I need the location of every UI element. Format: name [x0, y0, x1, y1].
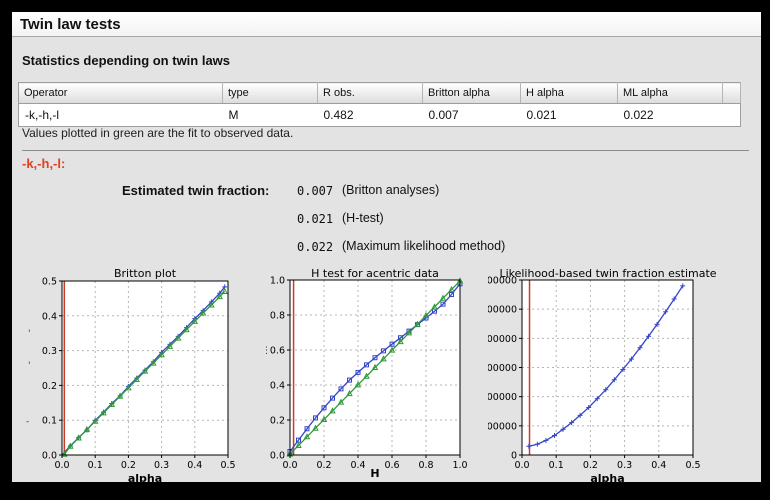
likelihood-figure: Likelihood-based twin fraction estimate …	[487, 267, 717, 482]
table-row[interactable]: -k,-h,-l M 0.482 0.007 0.021 0.022	[18, 103, 741, 127]
h-test-figure: H test for acentric data ⋮ 0.0 0.2 0.4 0.6 0…	[258, 267, 472, 482]
svg-text:0.2: 0.2	[42, 381, 57, 392]
twin-law-tests-window: Twin law tests Statistics depending on t…	[12, 12, 761, 482]
svg-text:1.0: 1.0	[452, 460, 467, 471]
svg-text:0.8: 0.8	[270, 311, 285, 322]
britton-estimate-method: (Britton analyses)	[342, 183, 440, 197]
ml-estimate-value: 0.022	[297, 240, 334, 254]
clipped-ylabel-fragment: -	[26, 417, 30, 427]
svg-text:0.4: 0.4	[42, 311, 57, 322]
twin-law-stats-table: Operator type R obs. Britton alpha H alpha ML…	[18, 82, 741, 127]
column-header-H alpha[interactable]: H alpha	[520, 82, 618, 104]
svg-text:00000: 00000	[488, 392, 517, 403]
likelihood-canvas: 0.0 0.1 0.2 0.3 0.4 0.50000000000000000000000…	[487, 276, 701, 472]
table-cell: 0.007	[422, 103, 521, 127]
column-header-R obs.[interactable]: R obs.	[317, 82, 423, 104]
section-divider	[22, 150, 749, 151]
table-cell: -k,-h,-l	[18, 103, 223, 127]
svg-text:0.4: 0.4	[350, 460, 365, 471]
clipped-ylabel-fragment: ⋮	[262, 346, 271, 356]
h-test-canvas: 0.0 0.2 0.4 0.6 0.8 1.0 0.0 0.2 0.4 0.6 0.8 1.0	[270, 276, 468, 472]
htest-estimate-value: 0.021	[297, 212, 334, 226]
svg-text:0.2: 0.2	[270, 416, 285, 427]
column-header-spacer[interactable]	[722, 82, 741, 104]
svg-text:0.3: 0.3	[617, 460, 632, 471]
svg-text:00000: 00000	[488, 276, 517, 287]
svg-text:0.5: 0.5	[42, 277, 57, 288]
svg-text:0.8: 0.8	[418, 460, 433, 471]
svg-text:0.0: 0.0	[270, 451, 285, 462]
clipped-ylabel-fragment: '	[28, 361, 31, 371]
svg-text:0.4: 0.4	[270, 381, 285, 392]
htest-estimate-method: (H-test)	[342, 211, 384, 225]
britton-plot-xlabel: alpha	[127, 472, 163, 482]
svg-text:0.2: 0.2	[316, 460, 331, 471]
column-header-Operator[interactable]: Operator	[18, 82, 223, 104]
table-cell: M	[222, 103, 318, 127]
svg-text:0.0: 0.0	[282, 460, 297, 471]
svg-text:0.1: 0.1	[88, 460, 103, 471]
svg-text:0.3: 0.3	[154, 460, 169, 471]
svg-text:00000: 00000	[488, 363, 517, 374]
svg-text:00000: 00000	[488, 334, 517, 345]
svg-text:0.1: 0.1	[42, 416, 57, 427]
column-header-type[interactable]: type	[222, 82, 318, 104]
column-header-ML alpha[interactable]: ML alpha	[617, 82, 723, 104]
twin-law-heading: -k,-h,-l:	[22, 156, 66, 171]
svg-text:0.5: 0.5	[685, 460, 700, 471]
column-header-Britton alpha[interactable]: Britton alpha	[422, 82, 521, 104]
likelihood-title: Likelihood-based twin fraction estimate	[499, 267, 717, 280]
table-cell: 0.482	[317, 103, 423, 127]
svg-text:0.6: 0.6	[270, 346, 285, 357]
h-test-xlabel: H	[370, 467, 380, 480]
svg-text:0.2: 0.2	[583, 460, 598, 471]
svg-text:0.6: 0.6	[384, 460, 399, 471]
svg-text:0.5: 0.5	[220, 460, 235, 471]
green-fit-note: Values plotted in green are the fit to o…	[22, 126, 294, 140]
svg-text:0.0: 0.0	[514, 460, 529, 471]
svg-text:0.3: 0.3	[42, 346, 57, 357]
svg-text:00000: 00000	[488, 305, 517, 316]
britton-plot-title: Britton plot	[113, 267, 177, 280]
svg-text:0.0: 0.0	[42, 451, 57, 462]
britton-plot-canvas: 0.0 0.1 0.2 0.3 0.4 0.5 0.0 0.1 0.2 0.3 0.4 0.5	[42, 277, 236, 472]
svg-text:0.1: 0.1	[549, 460, 564, 471]
window-title: Twin law tests	[20, 16, 121, 33]
ml-estimate-method: (Maximum likelihood method)	[342, 239, 506, 253]
window-header: Twin law tests	[12, 12, 761, 37]
svg-text:0.4: 0.4	[651, 460, 666, 471]
table-cell	[722, 103, 741, 127]
h-test-title: H test for acentric data	[311, 267, 439, 280]
section-heading: Statistics depending on twin laws	[22, 53, 231, 68]
svg-text:0.2: 0.2	[121, 460, 136, 471]
table-cell: 0.022	[617, 103, 723, 127]
estimated-twin-fraction-label: Estimated twin fraction:	[122, 183, 270, 198]
svg-text:0: 0	[511, 451, 517, 462]
svg-text:0.4: 0.4	[187, 460, 202, 471]
likelihood-xlabel: alpha	[590, 472, 625, 482]
britton-plot-figure: Britton plot ' ' - 0.0 0.1 0.2 0.3 0.4 0.5 0.0…	[26, 267, 244, 482]
svg-text:0.0: 0.0	[54, 460, 69, 471]
table-cell: 0.021	[520, 103, 618, 127]
svg-text:1.0: 1.0	[270, 276, 285, 287]
britton-estimate-value: 0.007	[297, 184, 334, 198]
table-header-row: Operator type R obs. Britton alpha H alpha ML…	[18, 82, 741, 104]
clipped-ylabel-fragment: '	[28, 329, 31, 339]
svg-text:00000: 00000	[488, 421, 517, 432]
